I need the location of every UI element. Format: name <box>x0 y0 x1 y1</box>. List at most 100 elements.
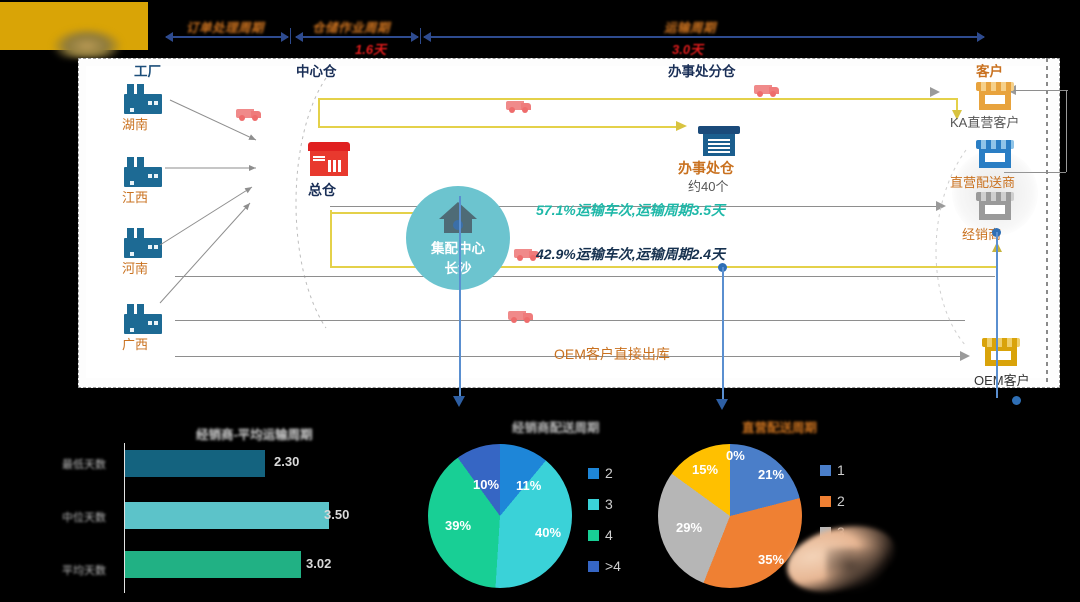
measure-bar-transport-cycle <box>423 32 985 42</box>
legend-item: 3 <box>588 496 621 512</box>
factory-flow-arrows <box>159 99 257 304</box>
legend-swatch-icon <box>588 498 599 510</box>
factory-icon-jiangxi <box>124 157 162 187</box>
pie-chart-direct-cycle <box>658 444 802 588</box>
house-icon <box>439 202 477 219</box>
legend-swatch-icon <box>820 495 831 507</box>
grey-arrow-1 <box>936 201 946 211</box>
yellow-line-v3 <box>330 210 332 268</box>
hub-label-line2: 长沙 <box>444 261 472 276</box>
grey-line-h4 <box>175 356 965 357</box>
factory-label-hunan: 湖南 <box>122 117 149 132</box>
diagram-right-border <box>1046 58 1048 386</box>
pie1-title: 经销商配送周期 <box>512 421 600 435</box>
legend-item: 2 <box>588 465 621 481</box>
measure-tick-2 <box>420 28 421 44</box>
connector-line-pie1 <box>459 196 461 398</box>
bar-category-0: 最低天数 <box>62 459 106 471</box>
shop-icon-ka <box>976 82 1014 110</box>
column-header-office-warehouse: 办事处分仓 <box>668 64 736 79</box>
office-warehouse-label: 办事处仓 <box>678 160 734 176</box>
connector-arrow-pie2 <box>716 399 728 410</box>
measure-tick-1 <box>290 28 291 44</box>
grey-arrow-2 <box>960 351 970 361</box>
shop-icon-oem <box>982 338 1020 366</box>
yellow-arrow-2 <box>952 110 962 120</box>
bar-category-1: 中位天数 <box>62 512 106 524</box>
factory-icon-henan <box>124 228 162 258</box>
bar-2 <box>125 551 301 578</box>
main-warehouse-icon <box>308 142 350 176</box>
hub-label-line1: 集配中心 <box>431 241 485 256</box>
shop-icon-direct-distributor <box>976 140 1014 168</box>
pie1-value-0: 11% <box>516 478 542 493</box>
legend-swatch-icon <box>588 560 599 572</box>
yellow-line-v1 <box>318 100 320 128</box>
truck-icon-2 <box>506 98 532 113</box>
distribution-center-hub: 集配中心 长沙 <box>406 186 510 290</box>
factory-icon-guangxi <box>124 304 162 334</box>
office-warehouse-count: 约40个 <box>688 179 729 194</box>
redaction-smudge <box>52 28 122 58</box>
annotation-oem-direct: OEM客户直接出库 <box>554 346 670 362</box>
pie2-value-4: 0% <box>726 448 745 463</box>
pie1-legend: 2 3 4 >4 <box>588 465 621 589</box>
value-transport-days: 3.0天 <box>672 42 704 57</box>
column-header-factory: 工厂 <box>134 64 161 79</box>
legend-item: >4 <box>588 558 621 574</box>
pie1-value-2: 39% <box>445 518 472 533</box>
factory-icon-hunan <box>124 84 162 114</box>
bar-value-0: 2.30 <box>274 454 300 469</box>
main-warehouse-label: 总仓 <box>308 182 336 198</box>
bar-value-1: 3.50 <box>324 507 350 522</box>
truck-icon-3 <box>754 82 780 97</box>
truck-icon-4 <box>514 246 540 261</box>
customer-label-direct-distributor: 直营配送商 <box>950 175 1016 190</box>
connector-dot-3 <box>1012 396 1021 405</box>
legend-label: 3 <box>605 496 613 512</box>
column-header-customer: 客户 <box>976 64 1003 79</box>
pie-chart-dealer-cycle <box>428 444 572 588</box>
pie1-value-3: 10% <box>473 477 500 492</box>
legend-label: 4 <box>605 527 613 543</box>
truck-icon-5 <box>508 308 534 323</box>
label-warehouse-cycle: 仓储作业周期 <box>312 21 391 35</box>
yellow-line-h4 <box>330 212 440 214</box>
factory-label-jiangxi: 江西 <box>122 190 149 205</box>
legend-swatch-icon <box>588 529 599 541</box>
label-transport-cycle: 运输周期 <box>664 21 717 35</box>
legend-label: >4 <box>605 558 621 574</box>
pie2-value-3: 15% <box>692 462 719 477</box>
legend-label: 2 <box>605 465 613 481</box>
connector-line-right <box>996 232 998 398</box>
bar-value-2: 3.02 <box>306 556 332 571</box>
center-warehouse-arc <box>295 77 327 329</box>
measure-bar-order-cycle <box>165 32 289 42</box>
finger-shadow-overlay <box>826 548 886 592</box>
legend-item: 1 <box>820 462 845 478</box>
connector-arrow-pie1 <box>453 396 465 407</box>
diagram-inner-canvas <box>86 66 1050 378</box>
customer-label-ka: KA直营客户 <box>950 115 1020 130</box>
pie2-value-2: 29% <box>676 520 703 535</box>
connector-line-pie2 <box>722 267 724 401</box>
grey-arrow-3 <box>930 87 940 97</box>
grey-return-h2 <box>1004 172 1066 173</box>
grey-return-v <box>1066 90 1067 172</box>
yellow-line-h3 <box>330 266 998 268</box>
legend-swatch-icon <box>820 464 831 476</box>
measure-bar-warehouse-cycle <box>295 32 419 42</box>
bar-chart-axis <box>124 443 125 593</box>
yellow-line-h1 <box>318 126 680 128</box>
value-warehouse-days: 1.6天 <box>355 42 387 57</box>
column-header-center-warehouse: 中心仓 <box>296 64 337 79</box>
legend-label: 1 <box>837 462 845 478</box>
grey-line-h1 <box>330 206 940 207</box>
bar-0 <box>125 450 265 477</box>
legend-label: 2 <box>837 493 845 509</box>
grey-return-h <box>1010 90 1068 91</box>
annotation-transport-571: 57.1%运输车次,运输周期3.5天 <box>536 202 726 218</box>
yellow-line-v2 <box>956 98 958 114</box>
pie2-title: 直营配送周期 <box>742 421 818 435</box>
pie1-value-1: 40% <box>535 525 562 540</box>
